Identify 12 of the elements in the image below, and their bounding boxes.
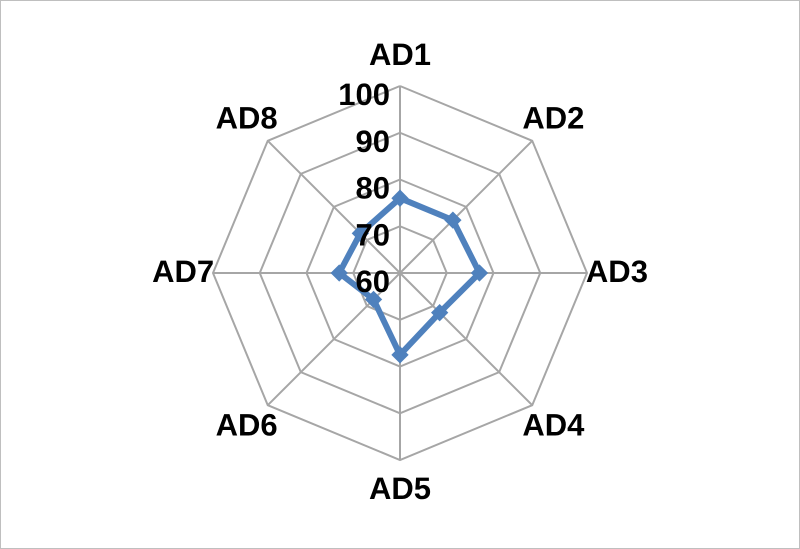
y-tick-label: 90: [356, 124, 390, 159]
y-tick-label: 60: [356, 264, 390, 299]
spoke-label: AD3: [586, 254, 648, 289]
spoke-label: AD8: [216, 100, 278, 136]
spoke-label: AD7: [152, 254, 214, 289]
y-tick-label: 80: [356, 170, 390, 206]
spoke-label: AD1: [368, 37, 432, 72]
spoke-label: AD5: [368, 470, 432, 506]
spoke-label: AD4: [522, 407, 586, 442]
spoke-label: AD6: [216, 407, 278, 442]
spoke-label: AD2: [522, 100, 584, 136]
y-tick-label: 100: [338, 77, 390, 112]
